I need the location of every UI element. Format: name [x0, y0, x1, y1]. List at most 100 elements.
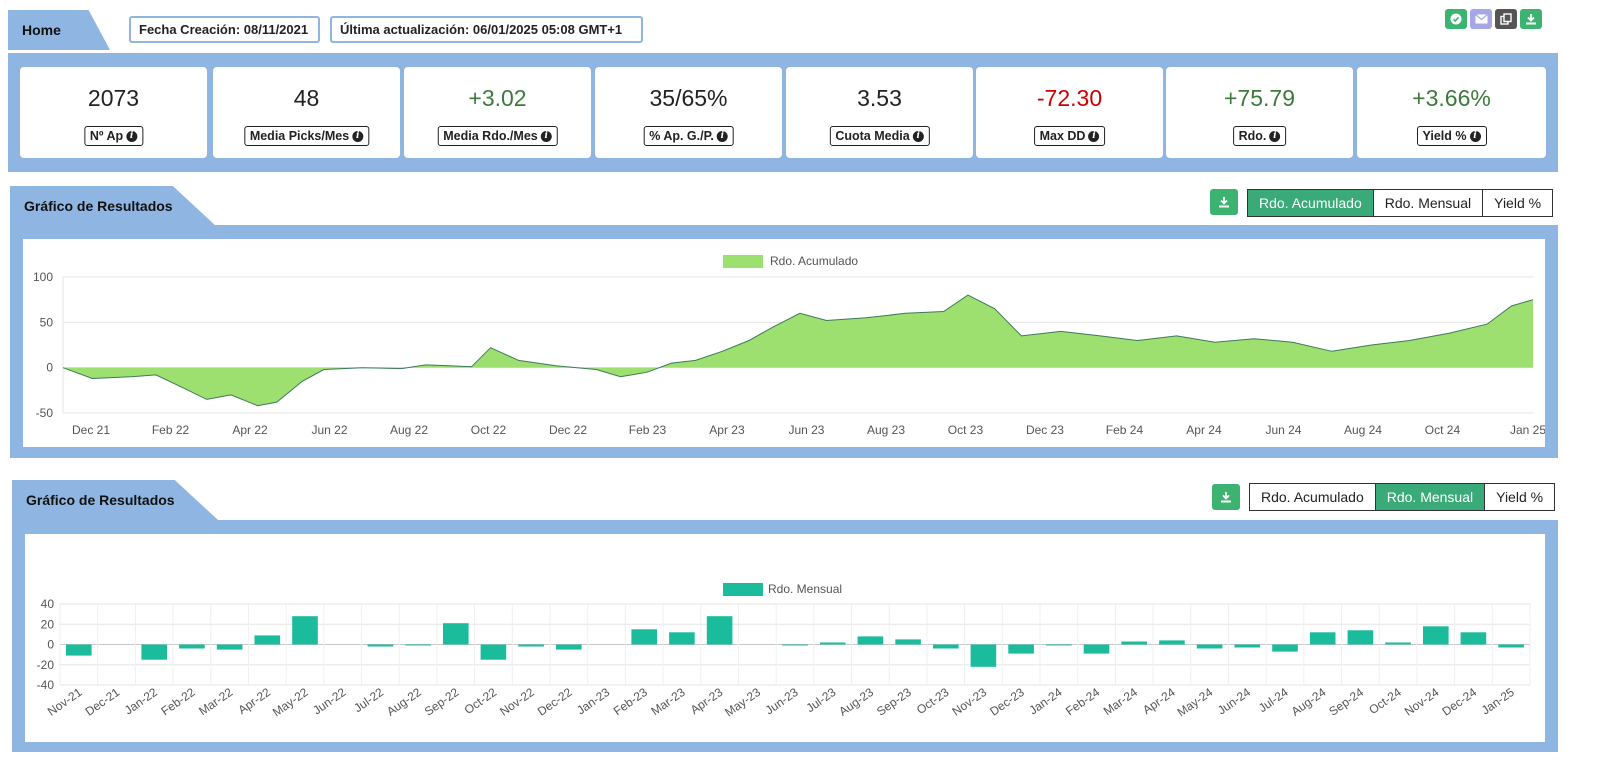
bar [443, 623, 469, 645]
download-icon [1219, 197, 1229, 208]
chart2-mode-switch: Rdo. Acumulado Rdo. Mensual Yield % [1249, 483, 1556, 511]
x-tick-label: Apr-23 [688, 685, 726, 717]
x-tick-label: May-22 [270, 685, 311, 720]
kpi-card: 48 Media Picks/Mes i [213, 67, 400, 158]
bar [970, 644, 997, 667]
kpi-label-text: Max DD [1039, 129, 1086, 143]
x-tick-label: Nov-23 [949, 685, 989, 719]
x-tick-label: Oct 22 [471, 423, 507, 437]
y-tick-label: 0 [47, 638, 54, 652]
x-tick-label: Jul-24 [1256, 685, 1291, 715]
bar [1196, 644, 1223, 649]
kpi-card: +75.79 Rdo. i [1166, 67, 1353, 158]
chart1-mode-switch: Rdo. Acumulado Rdo. Mensual Yield % [1247, 189, 1554, 217]
mail-button[interactable] [1470, 9, 1492, 29]
x-tick-label: Dec 23 [1026, 423, 1064, 437]
info-icon[interactable]: i [716, 131, 728, 143]
y-tick-label: 100 [33, 270, 53, 284]
x-tick-label: Dec-22 [535, 685, 575, 719]
copy-icon [1500, 13, 1512, 25]
chart2-container: Rdo. Mensual 40 20 0 -20 -40 Nov-21 Dec-21 Jan-2… [25, 534, 1545, 742]
series-area [63, 295, 1533, 406]
download-icon [1221, 492, 1231, 503]
y-tick-label: -40 [37, 678, 55, 692]
kpi-label-text: Media Rdo./Mes [443, 129, 538, 143]
chart2-download-button[interactable] [1212, 484, 1240, 510]
x-tick-label: Sep-24 [1326, 685, 1366, 719]
info-icon[interactable]: i [1469, 131, 1481, 143]
bar [1385, 642, 1411, 645]
x-tick-label: Nov-22 [497, 685, 537, 719]
bar [141, 644, 167, 660]
kpi-value: 48 [293, 85, 320, 111]
chart1-download-button[interactable] [1210, 189, 1238, 215]
section2-title: Gráfico de Resultados [26, 492, 175, 508]
info-icon[interactable]: i [540, 131, 552, 143]
kpi-label[interactable]: Rdo. i [1232, 126, 1287, 146]
bar [1498, 644, 1524, 648]
bar [179, 644, 205, 649]
x-tick-label: Sep-23 [874, 685, 914, 719]
x-tick-label: Aug-23 [836, 685, 876, 719]
info-icon[interactable]: i [1269, 131, 1281, 143]
kpi-value: +3.02 [468, 85, 527, 111]
bar [1234, 644, 1261, 648]
kpi-label[interactable]: Media Rdo./Mes i [437, 126, 558, 146]
x-tick-label: May-24 [1175, 685, 1216, 720]
kpi-label[interactable]: % Ap. G./P. i [643, 126, 734, 146]
y-tick-label: 20 [41, 617, 55, 631]
chart1-container: Rdo. Acumulado 100 50 0 -50 Dec 21 Feb 22 Apr 2… [23, 239, 1546, 447]
info-icon[interactable]: i [912, 131, 924, 143]
copy-button[interactable] [1495, 9, 1517, 29]
bar [1046, 644, 1072, 646]
x-tick-label: Jun-22 [310, 685, 348, 718]
x-tick-label: Aug-24 [1289, 685, 1329, 719]
home-tab[interactable]: Home [8, 10, 110, 50]
mode-button[interactable]: Yield % [1494, 195, 1542, 211]
kpi-label[interactable]: Nº Ap i [83, 126, 144, 146]
last-update-badge: Última actualización: 06/01/2025 05:08 G… [330, 16, 643, 43]
bar [782, 644, 808, 646]
x-tick-label: Sep-22 [422, 685, 462, 719]
y-tick-label: 50 [40, 315, 54, 329]
mode-button[interactable]: Rdo. Acumulado [1248, 190, 1374, 216]
x-tick-label: Jan-24 [1026, 685, 1064, 718]
download-button[interactable] [1520, 9, 1542, 29]
x-tick-label: Oct-24 [1366, 685, 1404, 717]
x-tick-label: Apr 24 [1186, 423, 1222, 437]
kpi-value: 35/65% [649, 85, 728, 111]
bar [66, 644, 92, 656]
x-tick-label: Feb-22 [158, 685, 197, 718]
home-tab-label: Home [22, 22, 61, 38]
kpi-label[interactable]: Media Picks/Mes i [243, 126, 370, 146]
x-tick-label: Apr-22 [235, 685, 273, 717]
bar [1460, 632, 1487, 645]
kpi-card: +3.02 Media Rdo./Mes i [404, 67, 591, 158]
kpi-label[interactable]: Cuota Media i [829, 126, 930, 146]
mode-button[interactable]: Yield % [1496, 489, 1544, 505]
bar [480, 644, 507, 660]
x-tick-label: Jan-23 [574, 685, 612, 718]
mode-button[interactable]: Rdo. Acumulado [1250, 484, 1376, 510]
x-tick-label: Jun 24 [1265, 423, 1301, 437]
check-button[interactable] [1445, 9, 1467, 29]
legend-label: Rdo. Mensual [768, 582, 842, 596]
kpi-label[interactable]: Yield % i [1416, 126, 1487, 146]
bar [518, 644, 544, 647]
bar [933, 644, 959, 649]
bar [254, 635, 281, 645]
x-tick-label: Jan 25 [1510, 423, 1545, 437]
mode-button[interactable]: Rdo. Mensual [1375, 484, 1486, 510]
info-icon[interactable]: i [126, 131, 138, 143]
bar [405, 644, 431, 646]
kpi-value: -72.30 [1036, 85, 1103, 111]
x-tick-label: Feb 22 [152, 423, 190, 437]
info-icon[interactable]: i [352, 131, 364, 143]
info-icon[interactable]: i [1088, 131, 1100, 143]
x-tick-label: Oct-22 [462, 685, 500, 717]
bar [1347, 630, 1374, 645]
mode-button[interactable]: Rdo. Mensual [1374, 190, 1484, 216]
kpi-label-text: Media Picks/Mes [249, 129, 350, 143]
kpi-label[interactable]: Max DD i [1033, 126, 1106, 146]
